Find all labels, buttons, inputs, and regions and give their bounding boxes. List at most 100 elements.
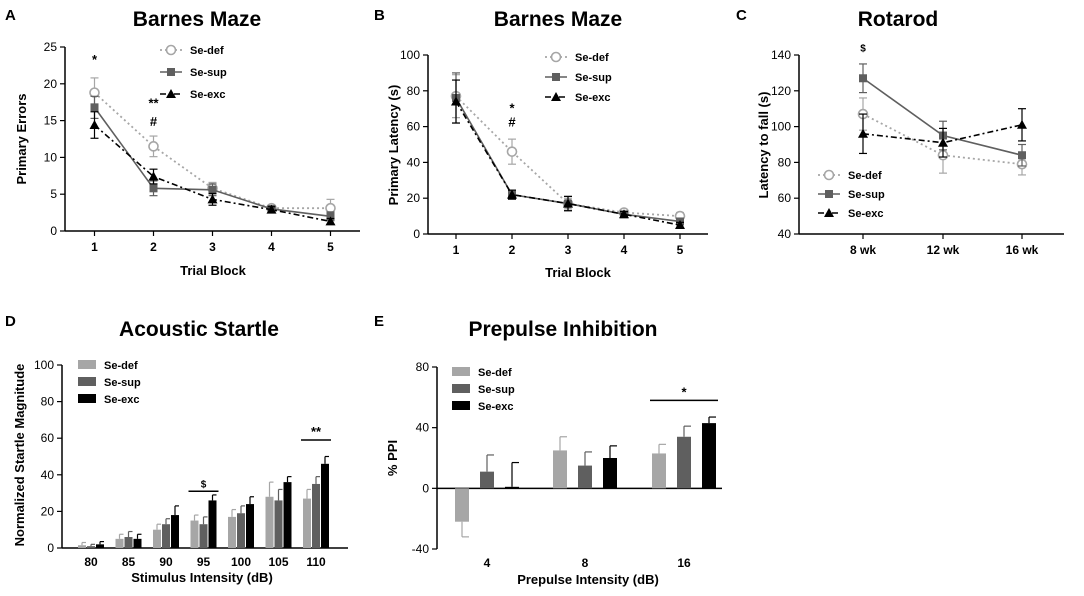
y-tick-label: 20 [407,191,421,205]
x-tick-label: 90 [159,555,173,569]
y-tick-label: 20 [41,504,55,518]
x-tick-label: 5 [327,240,334,254]
x-tick-label: 1 [453,243,460,257]
panel-c-chart: C Rotarod Latency to fall (s) 40 60 80 100 120 1… [736,7,1064,257]
panel-b-chart: B Barnes Maze Primary Latency (s) Trial Blo… [374,7,708,280]
legend-label-exc: Se-exc [478,401,513,413]
x-tick-label: 8 [582,556,589,570]
bar-exc [321,463,329,548]
bar-def [652,453,666,489]
data-point-exc [148,171,159,181]
x-tick-label: 5 [677,243,684,257]
bar-sup [87,546,95,548]
bar-def [265,496,274,548]
legend-swatch-sup [78,377,96,386]
data-point-sup [149,184,158,193]
y-tick-label: 40 [407,155,421,169]
bar-sup [162,524,170,548]
x-tick-label: 2 [150,240,157,254]
data-point-def [506,146,518,157]
data-point-exc [89,120,100,130]
bar-exc [603,458,617,489]
bar-exc [96,544,104,548]
x-tick-label: 105 [268,555,288,569]
y-tick-label: 100 [34,358,54,372]
significance-marker: # [508,115,516,130]
y-tick-label: 0 [413,227,420,241]
bar-def [190,520,199,548]
significance-marker: ** [148,95,159,110]
y-tick-label: 100 [771,120,791,134]
bar-exc [208,500,217,548]
bar-sup [578,465,592,489]
y-tick-label: 5 [50,187,57,201]
legend-swatch-exc [452,401,470,410]
bar-sup [480,471,494,489]
data-point-sup [859,74,867,83]
y-axis-label: Latency to fall (s) [756,92,771,199]
panel-label: A [5,7,16,24]
legend-marker-sup [825,190,833,198]
legend-label-sup: Se-sup [848,189,885,201]
panel-label: D [5,313,16,330]
chart-title: Barnes Maze [494,8,622,31]
bar-exc [171,515,179,548]
bar-def [115,538,124,548]
significance-marker: * [509,100,515,115]
legend-label-def: Se-def [104,360,138,372]
chart-title: Rotarod [858,8,939,31]
legend-marker-exc [166,89,176,98]
significance-marker: ** [311,424,322,439]
chart-title: Prepulse Inhibition [468,318,657,341]
x-tick-label: 3 [565,243,572,257]
data-point-exc [938,137,948,147]
x-tick-label: 95 [197,555,211,569]
x-tick-label: 80 [84,555,98,569]
legend-marker-exc [551,92,561,101]
significance-marker: # [150,114,158,129]
data-point-exc [451,96,461,106]
significance-marker: $ [201,479,207,490]
y-tick-label: 60 [41,431,55,445]
legend-label-def: Se-def [190,45,224,57]
legend-marker-sup [167,68,175,76]
y-axis-label: Primary Errors [14,93,29,184]
significance-marker: * [92,52,98,67]
y-tick-label: 10 [44,150,58,164]
legend-label-sup: Se-sup [190,67,227,79]
significance-marker: $ [860,43,866,54]
bar-sup [237,513,245,548]
x-tick-label: 8 wk [850,243,876,257]
bar-exc [133,538,142,548]
significance-marker: * [681,384,687,399]
bar-sup [199,524,208,548]
y-tick-label: 25 [44,40,58,54]
x-tick-label: 2 [509,243,516,257]
y-tick-label: 0 [47,541,54,555]
panel-label: B [374,7,385,24]
x-axis-label: Stimulus Intensity (dB) [131,570,273,585]
y-tick-label: 60 [778,191,792,205]
x-axis-label: Trial Block [180,263,247,278]
legend-label-exc: Se-exc [104,394,139,406]
series-line-exc [93,124,331,223]
bar-sup [677,436,691,489]
data-point-sup [90,103,99,112]
y-axis-label: Normalized Startle Magnitude [12,364,27,547]
chart-title: Barnes Maze [133,8,261,31]
bar-exc [283,482,292,548]
y-tick-label: 80 [778,155,792,169]
legend-label-sup: Se-sup [104,377,141,389]
x-tick-label: 100 [231,555,251,569]
data-point-sup [326,212,335,221]
x-tick-label: 110 [306,555,326,569]
x-tick-label: 4 [268,240,275,254]
x-tick-label: 85 [122,555,136,569]
data-point-exc [507,189,517,199]
bar-def [455,488,469,522]
y-tick-label: 80 [41,395,55,409]
legend-label-exc: Se-exc [848,208,883,220]
bar-def [153,529,161,548]
panel-d-chart: D Acoustic Startle Normalized Startle Magn… [5,313,348,585]
y-tick-label: 80 [407,84,421,98]
